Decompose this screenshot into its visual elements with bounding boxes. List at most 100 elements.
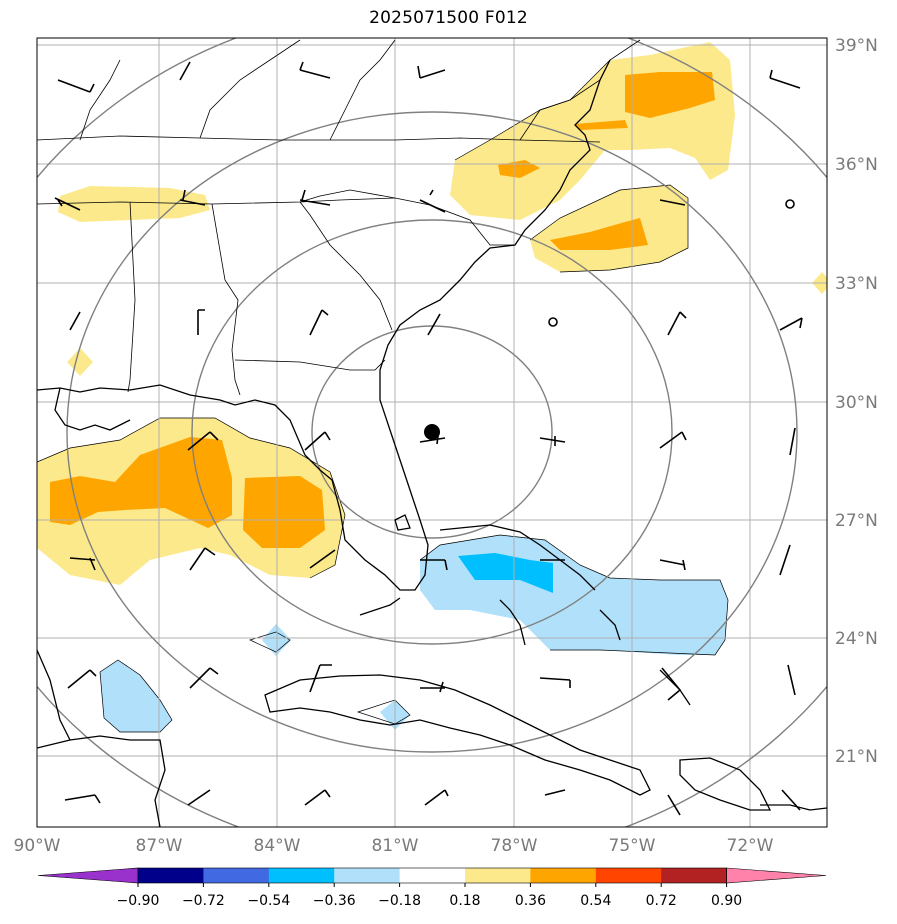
- shaded-field-layer: [37, 42, 827, 732]
- wind-barb: [667, 311, 687, 336]
- colorbar-extension-min: [37, 867, 139, 884]
- wind-barb: [309, 549, 336, 569]
- lon-label: 75°W: [609, 836, 656, 856]
- positive-anomaly-region: [450, 42, 735, 220]
- lat-label: 30°N: [835, 393, 878, 413]
- lon-label: 84°W: [254, 836, 301, 856]
- colorbar: −0.90 −0.72 −0.54 −0.36 −0.18 0.18 0.36 0.54 0.7…: [37, 867, 827, 909]
- strong-positive-anomaly-region: [550, 218, 648, 250]
- wind-barb: [424, 789, 449, 806]
- wind-barb: [420, 681, 445, 693]
- wind-barb: [69, 557, 96, 571]
- colorbar-segment: [334, 868, 401, 883]
- wind-barb: [779, 317, 803, 331]
- wind-barb: [189, 667, 219, 689]
- wind-barb: [299, 189, 331, 206]
- colorbar-segment: [268, 868, 335, 883]
- colorbar-segment: [595, 868, 662, 883]
- strong-positive-anomaly-region: [575, 120, 628, 130]
- wind-barb: [769, 69, 801, 89]
- wind-barb: [197, 309, 205, 335]
- wind-barb: [659, 199, 686, 206]
- wind-barb: [64, 794, 101, 804]
- longitude-axis: 90°W 87°W 84°W 81°W 78°W 75°W 72°W: [14, 836, 774, 856]
- lat-label: 36°N: [835, 155, 878, 175]
- lon-label: 90°W: [14, 836, 61, 856]
- calm-wind-circle: [785, 199, 795, 209]
- negative-anomaly-region: [100, 660, 172, 732]
- colorbar-tick-label: 0.36: [515, 893, 546, 909]
- positive-anomaly-region: [67, 348, 93, 376]
- lon-label: 72°W: [727, 836, 774, 856]
- colorbar-tick-label: 0.90: [711, 893, 742, 909]
- wind-barb: [309, 309, 329, 336]
- lat-label: 39°N: [835, 36, 878, 56]
- wind-barb: [539, 677, 571, 688]
- lon-label: 87°W: [136, 836, 183, 856]
- wind-barb: [179, 189, 206, 206]
- colorbar-tick-label: −0.90: [117, 893, 160, 909]
- colorbar-tick-label: 0.18: [449, 893, 480, 909]
- wind-barb: [187, 789, 211, 806]
- colorbar-segment: [465, 868, 531, 883]
- lon-label: 81°W: [372, 836, 419, 856]
- wind-barb: [54, 197, 81, 211]
- lat-label: 21°N: [835, 747, 878, 767]
- colorbar-segment: [661, 868, 728, 883]
- wind-barbs: [54, 61, 803, 816]
- negative-anomaly-region: [420, 535, 728, 655]
- wind-barb: [659, 431, 687, 449]
- colorbar-tick-label: 0.54: [580, 893, 611, 909]
- wind-barb: [57, 79, 95, 93]
- lat-label: 24°N: [835, 629, 878, 649]
- wind-barb: [420, 559, 448, 571]
- calm-wind-markers: [548, 199, 795, 327]
- colorbar-outline: [137, 867, 727, 884]
- range-ring: [311, 325, 553, 539]
- map-frame: [36, 37, 828, 828]
- strong-negative-anomaly-region: [458, 553, 553, 593]
- colorbar-segment: [399, 868, 466, 883]
- calm-wind-circle: [548, 317, 558, 327]
- wind-barb: [299, 61, 331, 79]
- colorbar-extension-max: [726, 867, 827, 884]
- wind-barb: [69, 311, 81, 331]
- state-boundaries: [37, 39, 641, 396]
- strong-positive-anomaly-region: [243, 476, 325, 548]
- colorbar-tick-label: −0.36: [313, 893, 356, 909]
- colorbar-segment: [203, 868, 270, 883]
- colorbar-tick-label: −0.18: [378, 893, 421, 909]
- wind-barb: [309, 664, 332, 693]
- strong-positive-anomaly-region: [50, 437, 232, 528]
- range-rings: [37, 38, 827, 827]
- map-title: 2025071500 F012: [369, 8, 528, 28]
- lat-label: 33°N: [835, 274, 878, 294]
- wind-barb: [544, 789, 566, 796]
- gridlines: [37, 38, 827, 827]
- wind-barb: [417, 65, 446, 79]
- wind-barb: [659, 559, 686, 571]
- wind-barb: [781, 789, 801, 811]
- colorbar-tick-label: −0.72: [182, 893, 225, 909]
- wind-barb: [667, 794, 681, 816]
- strong-positive-anomaly-region: [625, 72, 715, 118]
- wind-barb: [304, 789, 331, 806]
- wind-barb: [779, 544, 791, 576]
- colorbar-tick-label: 0.72: [646, 893, 677, 909]
- storm-center-dot: [424, 424, 440, 440]
- wind-barb: [304, 431, 331, 451]
- wind-barb: [187, 431, 219, 451]
- wind-barb: [189, 547, 216, 571]
- range-ring: [191, 219, 673, 645]
- wind-barb: [661, 667, 682, 701]
- wind-barb: [427, 313, 441, 336]
- lon-label: 78°W: [491, 836, 538, 856]
- wind-barb: [179, 61, 191, 81]
- latitude-axis: 39°N 36°N 33°N 30°N 27°N 24°N 21°N: [835, 36, 878, 767]
- range-ring: [66, 111, 798, 753]
- wind-barb: [787, 664, 796, 696]
- wind-barb: [539, 436, 566, 446]
- lat-label: 27°N: [835, 511, 878, 531]
- wind-barb: [67, 669, 97, 689]
